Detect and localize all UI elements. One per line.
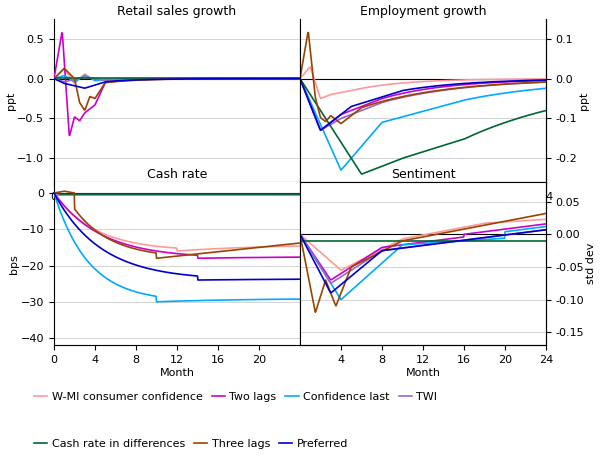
Title: Cash rate: Cash rate xyxy=(147,168,207,181)
Y-axis label: bps: bps xyxy=(10,254,19,273)
Legend: Cash rate in differences, Three lags, Preferred: Cash rate in differences, Three lags, Pr… xyxy=(29,434,353,453)
Y-axis label: ppt: ppt xyxy=(6,91,16,110)
Y-axis label: ppt: ppt xyxy=(579,91,589,110)
Title: Sentiment: Sentiment xyxy=(391,168,455,181)
X-axis label: Month: Month xyxy=(160,368,194,378)
Legend: W-MI consumer confidence, Two lags, Confidence last, TWI: W-MI consumer confidence, Two lags, Conf… xyxy=(29,387,442,406)
Title: Retail sales growth: Retail sales growth xyxy=(118,5,236,18)
Y-axis label: std dev: std dev xyxy=(586,243,596,284)
X-axis label: Month: Month xyxy=(406,368,440,378)
Title: Employment growth: Employment growth xyxy=(360,5,486,18)
